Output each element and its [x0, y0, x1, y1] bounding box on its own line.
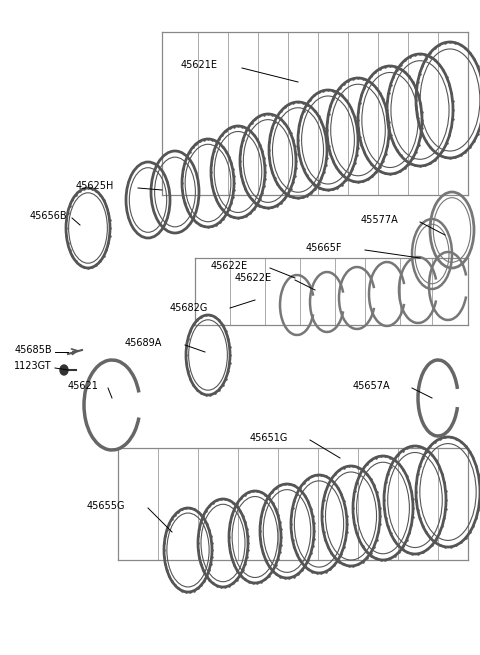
- Text: 45689A: 45689A: [125, 338, 162, 348]
- Text: 45621E: 45621E: [181, 60, 218, 70]
- Text: 1123GT: 1123GT: [14, 361, 52, 371]
- Text: 45625H: 45625H: [76, 181, 114, 191]
- Text: 45651G: 45651G: [250, 433, 288, 443]
- Text: 45622E: 45622E: [235, 273, 272, 283]
- Text: 45621: 45621: [67, 381, 98, 391]
- Text: 45622E: 45622E: [211, 261, 248, 271]
- Text: 45656B: 45656B: [29, 211, 67, 221]
- Text: 45685B: 45685B: [14, 345, 52, 355]
- Text: 45657A: 45657A: [352, 381, 390, 391]
- Text: 45577A: 45577A: [360, 215, 398, 225]
- Text: 45655G: 45655G: [86, 501, 125, 511]
- Ellipse shape: [60, 365, 68, 375]
- Text: 45665F: 45665F: [305, 243, 342, 253]
- Text: 45682G: 45682G: [169, 303, 208, 313]
